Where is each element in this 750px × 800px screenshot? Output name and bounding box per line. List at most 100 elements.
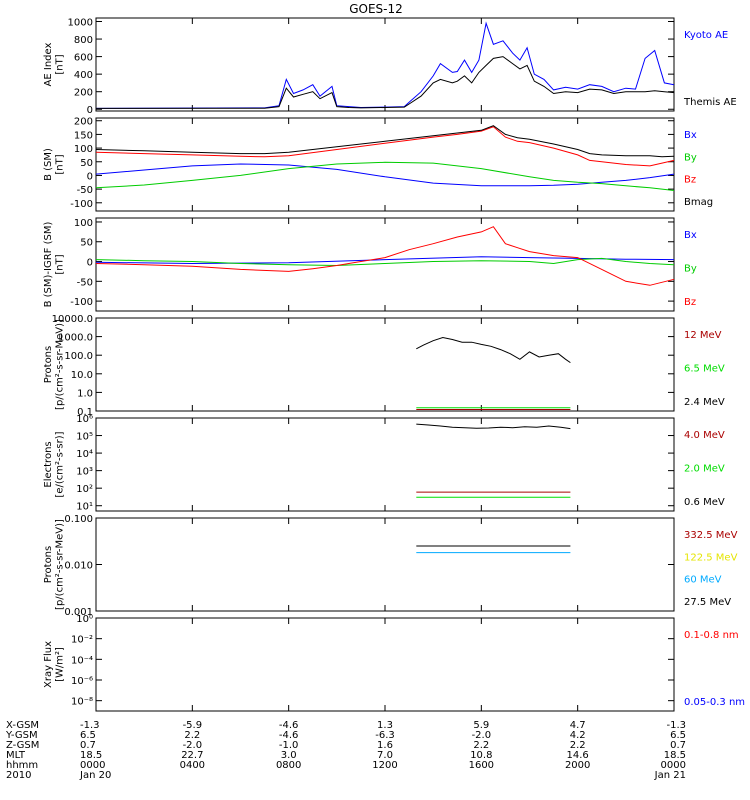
- ephemeris-label-mlt: MLT: [6, 750, 26, 761]
- panel-3-legend-by: By: [684, 264, 697, 275]
- ephemeris-value: 2.2: [570, 740, 586, 751]
- ephemeris-label-z-gsm: Z-GSM: [6, 740, 39, 751]
- ephemeris-value: 18.5: [80, 750, 102, 761]
- panel-4-ylabel-line: [p/(cm²-s-sr-MeV)]: [55, 319, 66, 410]
- panel-1-ytick-label: 600: [74, 53, 93, 64]
- panel-5-ylabel-line: Electrons: [43, 441, 54, 487]
- panel-2-ytick-label: -50: [77, 185, 93, 196]
- ephemeris-value: -2.0: [183, 740, 203, 751]
- panel-7-ytick-label: 10⁻⁸: [71, 697, 93, 708]
- panel-1-ytick-label: 0: [87, 105, 93, 116]
- panel-4-ytick-label: 1.0: [77, 388, 93, 399]
- panel-2-ylabel-line: B (SM): [43, 148, 54, 181]
- ephemeris-value: 4.7: [570, 720, 586, 731]
- panel-5-ytick-label: 10⁵: [76, 432, 93, 443]
- panel-6-ylabel-line: [p/(cm²-s-sr-MeV)]: [55, 519, 66, 610]
- ephemeris-value: 6.5: [80, 730, 96, 741]
- ephemeris-value: 3.0: [281, 750, 297, 761]
- panel-2-series-bz: [95, 126, 675, 167]
- panel-3-series-bz: [95, 226, 675, 286]
- ephemeris-value: 1200: [372, 760, 397, 771]
- chart-title: GOES-12: [349, 2, 403, 16]
- panel-6-frame: [95, 517, 675, 612]
- ephemeris-value: 14.6: [567, 750, 589, 761]
- ephemeris-value: 1600: [469, 760, 494, 771]
- panel-5-ytick-label: 10¹: [76, 502, 93, 513]
- panel-4-series-2-4-mev: [416, 336, 571, 364]
- panel-1-ytick-label: 200: [74, 88, 93, 99]
- panel-5-ytick-label: 10⁶: [76, 414, 93, 425]
- panel-1-series-themis-ae: [95, 56, 675, 109]
- panel-4-ytick-label: 0.1: [77, 407, 93, 418]
- panel-1-ylabel-line: [nT]: [55, 54, 66, 74]
- panel-5-ytick-label: 10³: [76, 467, 93, 478]
- ephemeris-value: Jan 21: [654, 770, 686, 781]
- panel-7-frame: [95, 617, 675, 712]
- panel-5-ytick-label: 10²: [76, 484, 93, 495]
- ephemeris-value: -1.3: [666, 720, 686, 731]
- panel-3-legend-bz: Bz: [684, 297, 696, 308]
- panel-6-ytick-label: 0.001: [64, 607, 93, 618]
- ephemeris-value: 2.2: [184, 730, 200, 741]
- panel-6-ylabel: Protons[p/(cm²-s-sr-MeV)]: [43, 519, 66, 610]
- panel-1-series-kyoto-ae: [95, 21, 675, 109]
- panel-7-ytick-label: 10⁻⁶: [71, 676, 93, 687]
- panel-6-legend-122-5-mev: 122.5 MeV: [684, 552, 738, 563]
- panel-2-ytick-label: 200: [74, 117, 93, 128]
- ephemeris-value: 7.0: [377, 750, 393, 761]
- panel-7-ytick-label: 10⁻⁴: [71, 655, 93, 666]
- panel-1-ylabel-line: AE Index: [43, 42, 54, 86]
- panel-4-ylabel: Protons[p/(cm²-s-sr-MeV)]: [43, 319, 66, 410]
- panel-1-ytick-label: 1000: [68, 18, 93, 29]
- panel-5-ylabel: Electrons[e/(cm²-s-sr)]: [43, 431, 66, 497]
- panel-2-series-bmag: [95, 125, 675, 158]
- panel-2-frame: [95, 117, 675, 212]
- panel-3-ylabel-line: [nT]: [55, 254, 66, 274]
- panel-7-ytick-label: 10⁰: [76, 614, 93, 625]
- ephemeris-value: -2.0: [472, 730, 492, 741]
- ephemeris-value: Jan 20: [79, 770, 111, 781]
- panel-5-legend-2-0-mev: 2.0 MeV: [684, 464, 725, 475]
- panel-3-ytick-label: 0: [87, 258, 93, 269]
- panel-3-ytick-label: 50: [80, 238, 93, 249]
- ephemeris-value: 18.5: [664, 750, 686, 761]
- ephemeris-value: 0800: [276, 760, 301, 771]
- panel-2-ylabel-line: [nT]: [55, 154, 66, 174]
- panel-3-ytick-label: 100: [74, 218, 93, 229]
- panel-3-ylabel-line: B (SM)-IGRF (SM): [43, 222, 54, 308]
- panel-3-series-by: [95, 257, 675, 267]
- ephemeris-value: 0.7: [670, 740, 686, 751]
- panel-7-ytick-label: 10⁻²: [71, 635, 93, 646]
- ephemeris-label-x-gsm: X-GSM: [6, 720, 39, 731]
- ephemeris-value: 2.2: [473, 740, 489, 751]
- panel-4-ytick-label: 1000.0: [58, 333, 93, 344]
- panel-7-ylabel-line: Xray Flux: [43, 641, 54, 688]
- panel-1-frame: [95, 17, 675, 112]
- panel-4-ytick-label: 10.0: [71, 370, 93, 381]
- panel-3-ylabel: B (SM)-IGRF (SM)[nT]: [43, 222, 66, 308]
- ephemeris-value: 2000: [565, 760, 590, 771]
- ephemeris-value: 0000: [661, 760, 686, 771]
- panel-5-series-0-6-mev: [416, 423, 571, 430]
- panel-6-ytick-label: 0.010: [64, 561, 93, 572]
- panel-7-legend-0-1-0-8-nm: 0.1-0.8 nm: [684, 630, 739, 641]
- panel-4-legend-12-mev: 12 MeV: [684, 330, 722, 341]
- panel-5-frame: [95, 417, 675, 512]
- panel-2-legend-bx: Bx: [684, 130, 697, 141]
- ephemeris-value: 10.8: [470, 750, 492, 761]
- panel-4-legend-2-4-mev: 2.4 MeV: [684, 397, 725, 408]
- ephemeris-value: -4.6: [279, 720, 299, 731]
- panel-2-ytick-label: 100: [74, 144, 93, 155]
- panel-5-legend-0-6-mev: 0.6 MeV: [684, 497, 725, 508]
- ephemeris-value: -4.6: [279, 730, 299, 741]
- panel-3-ytick-label: -50: [77, 277, 93, 288]
- panel-2-ytick-label: 150: [74, 130, 93, 141]
- panel-6-legend-60-mev: 60 MeV: [684, 575, 722, 586]
- ephemeris-value: 0400: [180, 760, 205, 771]
- panel-3-legend-bx: Bx: [684, 230, 697, 241]
- panel-2-legend-bmag: Bmag: [684, 197, 713, 208]
- panel-2-ytick-label: 0: [87, 171, 93, 182]
- panel-7-ylabel-line: [W/m²]: [55, 647, 66, 682]
- panel-2-ylabel: B (SM)[nT]: [43, 148, 66, 181]
